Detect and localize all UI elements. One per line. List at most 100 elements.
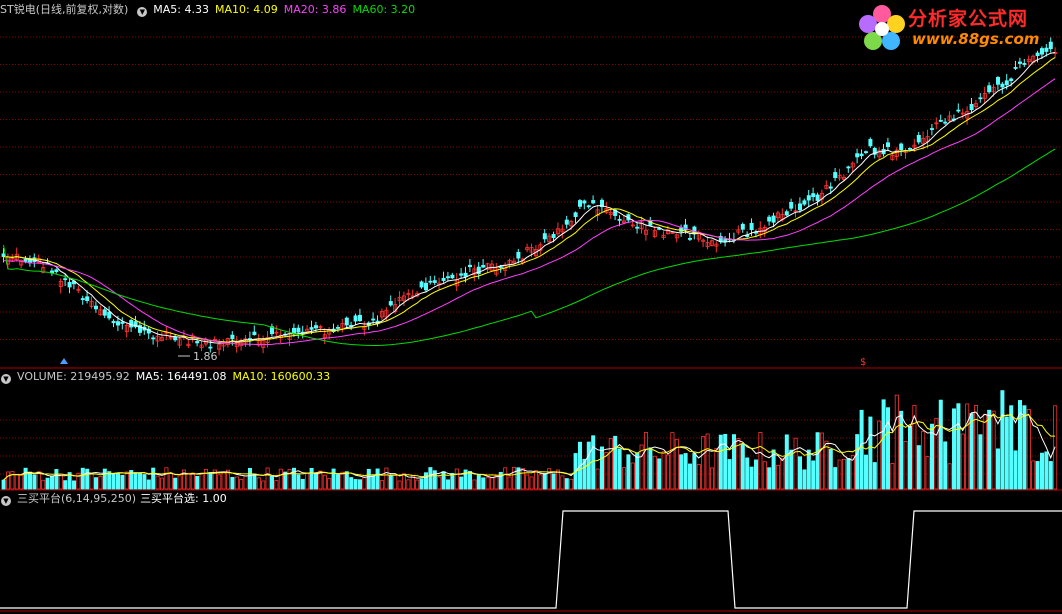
volume-bar bbox=[525, 474, 530, 490]
volume-bar bbox=[749, 466, 754, 490]
volume-bar bbox=[1026, 409, 1031, 490]
candle-body bbox=[230, 334, 235, 340]
volume-bar bbox=[815, 432, 820, 490]
candle-body bbox=[569, 220, 574, 227]
candle-body bbox=[357, 314, 362, 322]
candle-body bbox=[159, 337, 164, 341]
volume-bar bbox=[1004, 416, 1009, 490]
volume-bar bbox=[164, 467, 169, 490]
volume-bar bbox=[309, 467, 314, 490]
volume-label: VOLUME: 219495.92 bbox=[17, 370, 130, 383]
volume-bar bbox=[6, 471, 11, 490]
candle-body bbox=[710, 240, 715, 246]
candle-body bbox=[107, 311, 112, 319]
volume-bar bbox=[903, 440, 908, 490]
candle-body bbox=[1040, 48, 1045, 55]
candle-body bbox=[974, 103, 979, 108]
price-header: ST锐电(日线,前复权,对数) ▼ MA5: 4.33 MA10: 4.09 MA20:… bbox=[0, 2, 421, 18]
ma10-line bbox=[3, 56, 1056, 343]
candle-body bbox=[1048, 41, 1053, 50]
candle-body bbox=[564, 219, 569, 225]
volume-bar bbox=[842, 458, 847, 490]
volume-bar bbox=[133, 472, 138, 490]
candle-body bbox=[943, 121, 948, 124]
candle-body bbox=[309, 327, 314, 330]
candle-body bbox=[670, 232, 675, 234]
volume-bar bbox=[327, 478, 332, 490]
chevron-down-icon[interactable]: ▼ bbox=[1, 374, 11, 384]
volume-bar bbox=[467, 471, 472, 490]
candle-body bbox=[1000, 83, 1005, 88]
candle-body bbox=[850, 162, 855, 168]
candle-body bbox=[476, 266, 481, 275]
candle-body bbox=[384, 309, 389, 318]
volume-bar bbox=[225, 469, 230, 490]
candle-body bbox=[815, 194, 820, 201]
candle-body bbox=[978, 97, 983, 100]
candle-body bbox=[573, 212, 578, 217]
candle-body bbox=[111, 320, 116, 324]
volume-bar bbox=[481, 477, 486, 490]
candle-body bbox=[401, 295, 406, 301]
volume-bar bbox=[1053, 405, 1058, 490]
volume-bar bbox=[120, 474, 125, 490]
volume-bar bbox=[401, 473, 406, 490]
up-arrow-icon bbox=[60, 358, 68, 364]
volume-bar bbox=[151, 467, 156, 490]
volume-bar bbox=[186, 472, 191, 490]
candle-body bbox=[313, 325, 318, 329]
volume-bar bbox=[1018, 400, 1023, 490]
chevron-down-icon[interactable]: ▼ bbox=[137, 7, 148, 17]
candle-body bbox=[894, 149, 899, 157]
volume-bar bbox=[622, 467, 627, 490]
candle-body bbox=[419, 281, 424, 288]
candle-body bbox=[864, 151, 869, 154]
candle-body bbox=[666, 230, 671, 235]
volume-bars bbox=[1, 390, 1058, 490]
volume-bar bbox=[181, 469, 186, 490]
signal-step-line bbox=[0, 510, 1062, 609]
volume-bar bbox=[340, 471, 345, 490]
candle-body bbox=[754, 231, 759, 234]
volume-bar bbox=[397, 480, 402, 490]
volume-bar bbox=[925, 456, 930, 490]
chevron-down-icon[interactable]: ▼ bbox=[1, 496, 11, 506]
volume-bar bbox=[630, 462, 635, 490]
flower-logo-icon bbox=[859, 5, 905, 50]
candle-body bbox=[322, 334, 327, 338]
volume-bar bbox=[806, 449, 811, 490]
candle-body bbox=[635, 226, 640, 229]
volume-bar bbox=[1035, 461, 1040, 490]
candle-body bbox=[982, 93, 987, 99]
volume-bar bbox=[556, 469, 561, 490]
volume-bar bbox=[798, 456, 803, 490]
volume-bar bbox=[27, 471, 32, 490]
candle-body bbox=[516, 251, 521, 259]
volume-bar bbox=[732, 434, 737, 490]
volume-bar bbox=[692, 452, 697, 490]
candle-body bbox=[58, 280, 63, 287]
volume-bar bbox=[886, 407, 891, 490]
volume-bar bbox=[776, 464, 781, 490]
volume-bar bbox=[274, 480, 279, 490]
candle-body bbox=[767, 216, 772, 222]
volume-bar bbox=[661, 451, 666, 490]
volume-bar bbox=[877, 420, 882, 490]
volume-bar bbox=[626, 454, 631, 490]
low-price-label: 1.86 bbox=[193, 350, 218, 363]
signal-label: 三买平台(6,14,95,250) bbox=[17, 492, 137, 505]
candle-body bbox=[824, 185, 829, 189]
volume-bar bbox=[72, 480, 77, 490]
volume-bar bbox=[498, 471, 503, 490]
candle-body bbox=[428, 280, 433, 283]
candle-body bbox=[987, 85, 992, 93]
volume-bar bbox=[379, 480, 384, 490]
volume-bar bbox=[974, 404, 979, 490]
candle-body bbox=[560, 228, 565, 233]
volume-bar bbox=[445, 479, 450, 490]
candle-body bbox=[525, 247, 530, 251]
candle-body bbox=[811, 193, 816, 198]
candle-body bbox=[252, 331, 257, 335]
volume-bar bbox=[247, 467, 252, 490]
